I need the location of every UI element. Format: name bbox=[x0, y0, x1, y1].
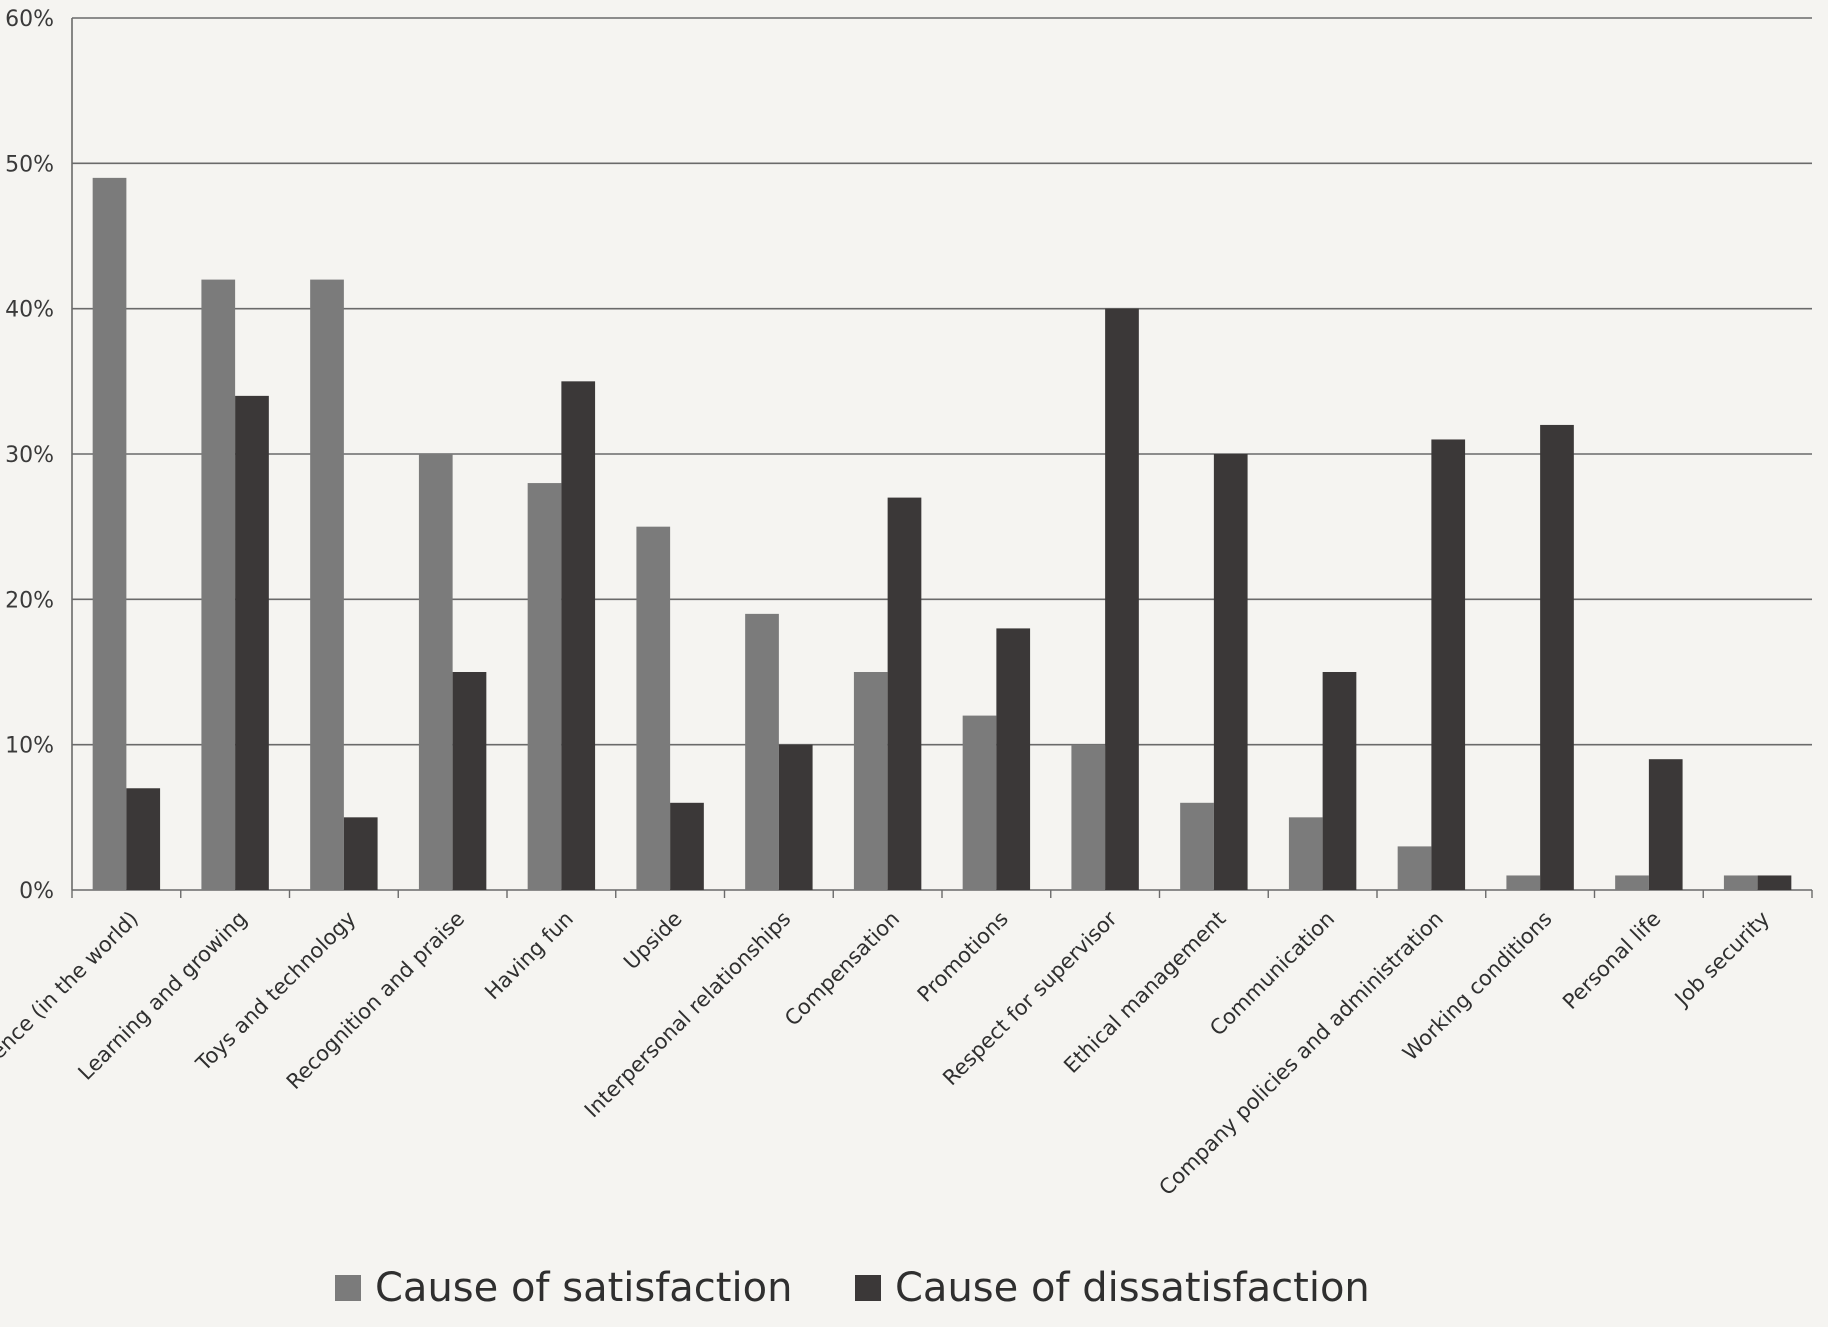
legend-swatch bbox=[335, 1275, 361, 1301]
bar-satisfaction bbox=[1288, 817, 1323, 890]
y-tick-label: 0% bbox=[19, 879, 54, 904]
y-tick-label: 30% bbox=[5, 443, 54, 468]
bar-satisfaction bbox=[636, 526, 671, 890]
legend-label: Cause of dissatisfaction bbox=[895, 1265, 1370, 1311]
bar-satisfaction bbox=[418, 454, 453, 890]
bar-satisfaction bbox=[1180, 802, 1214, 890]
legend-label: Cause of satisfaction bbox=[375, 1265, 792, 1311]
bar-satisfaction bbox=[1723, 875, 1758, 890]
bars bbox=[92, 177, 1792, 891]
bar-dissatisfaction bbox=[1757, 875, 1792, 890]
bar-satisfaction bbox=[92, 177, 127, 890]
y-tick-label: 40% bbox=[5, 298, 54, 323]
legend-swatch bbox=[855, 1275, 881, 1301]
x-category-label: Having fun bbox=[480, 907, 578, 1005]
bar-satisfaction bbox=[310, 279, 344, 891]
bar-dissatisfaction bbox=[561, 381, 596, 890]
bar-dissatisfaction bbox=[887, 497, 922, 890]
x-category-label: Recognition and praise bbox=[282, 907, 469, 1094]
bar-dissatisfaction bbox=[1540, 424, 1574, 890]
x-category-label: Personal life bbox=[1558, 907, 1665, 1014]
bar-satisfaction bbox=[962, 715, 997, 890]
bar-satisfaction bbox=[1615, 875, 1649, 890]
bar-dissatisfaction bbox=[1213, 454, 1248, 890]
y-tick-label: 50% bbox=[5, 152, 54, 177]
bar-satisfaction bbox=[853, 672, 888, 890]
bar-dissatisfaction bbox=[235, 395, 269, 890]
bar-satisfaction bbox=[1071, 744, 1106, 890]
bar-dissatisfaction bbox=[996, 628, 1031, 890]
bar-satisfaction bbox=[527, 483, 562, 890]
bar-dissatisfaction bbox=[1322, 672, 1357, 890]
bar-satisfaction bbox=[745, 613, 779, 890]
bar-dissatisfaction bbox=[1431, 439, 1466, 890]
bar-dissatisfaction bbox=[452, 672, 487, 890]
y-tick-label: 20% bbox=[5, 588, 54, 613]
bar-dissatisfaction bbox=[1105, 308, 1139, 891]
bar-dissatisfaction bbox=[670, 802, 704, 890]
x-category-label: Promotions bbox=[913, 907, 1013, 1007]
x-category-label: Compensation bbox=[780, 907, 904, 1031]
x-category-label: Respect for supervisor bbox=[938, 906, 1122, 1090]
bar-satisfaction bbox=[1397, 846, 1432, 890]
x-category-label: Job security bbox=[1669, 907, 1774, 1012]
bar-satisfaction bbox=[1506, 875, 1541, 890]
bar-dissatisfaction bbox=[126, 788, 161, 890]
bar-dissatisfaction bbox=[778, 744, 813, 890]
y-tick-label: 60% bbox=[5, 7, 54, 32]
bar-dissatisfaction bbox=[1648, 759, 1683, 890]
bar-satisfaction bbox=[201, 279, 236, 891]
x-category-label: Upside bbox=[619, 907, 687, 975]
y-tick-label: 10% bbox=[5, 734, 54, 759]
x-category-label: Interpersonal relationships bbox=[580, 907, 796, 1123]
bar-dissatisfaction bbox=[343, 817, 378, 890]
gridlines bbox=[72, 17, 1812, 746]
legend: Cause of satisfaction Cause of dissatisfa… bbox=[335, 1265, 1370, 1311]
